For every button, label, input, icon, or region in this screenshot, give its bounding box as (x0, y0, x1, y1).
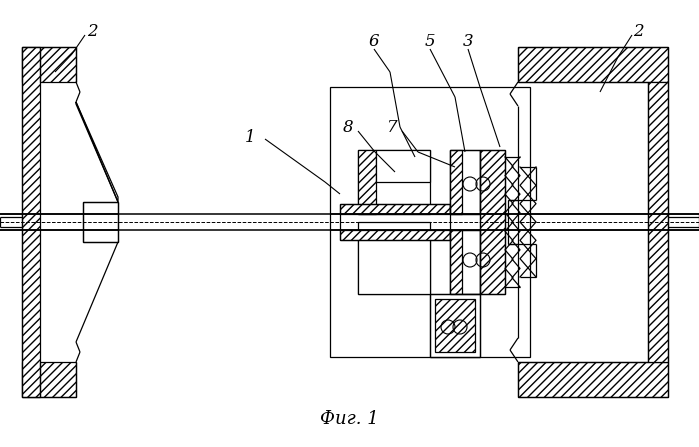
Bar (330, 87, 530, 357)
Bar (450, 230, 480, 294)
Bar (358, 150, 376, 214)
Bar (450, 230, 462, 294)
Polygon shape (518, 362, 668, 397)
Polygon shape (22, 47, 76, 82)
Text: 3: 3 (463, 34, 473, 51)
Bar (435, 299, 475, 352)
Bar (340, 204, 450, 214)
Polygon shape (76, 102, 118, 202)
Polygon shape (648, 82, 668, 362)
Text: 5: 5 (425, 34, 435, 51)
Polygon shape (22, 47, 40, 397)
Bar (83, 202, 118, 242)
Text: 2: 2 (633, 24, 643, 41)
Polygon shape (518, 47, 668, 82)
Text: Фиг. 1: Фиг. 1 (319, 410, 378, 428)
Text: 2: 2 (87, 24, 97, 41)
Bar (430, 294, 480, 357)
Bar (358, 222, 430, 294)
Bar (340, 230, 450, 240)
Bar (376, 150, 430, 182)
Bar (480, 150, 505, 294)
Text: 8: 8 (343, 118, 353, 135)
Bar (358, 150, 430, 214)
Text: 1: 1 (245, 128, 255, 146)
Text: 6: 6 (368, 34, 380, 51)
Polygon shape (22, 362, 76, 397)
Text: 7: 7 (387, 118, 397, 135)
Bar (450, 150, 462, 214)
Bar (450, 150, 480, 214)
Bar (358, 230, 430, 294)
